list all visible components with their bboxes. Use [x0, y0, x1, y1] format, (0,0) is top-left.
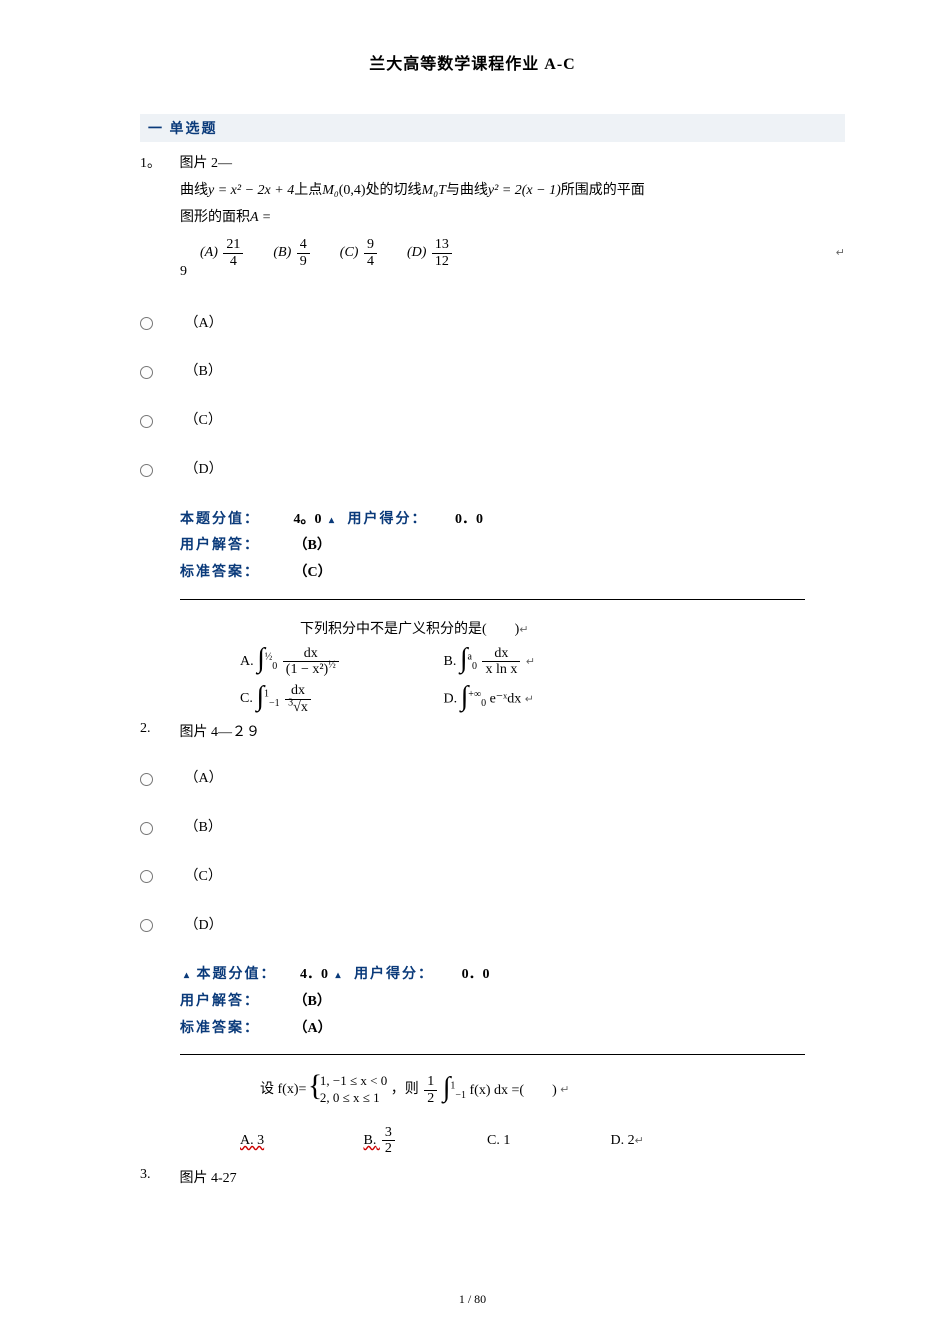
q1-line2-eq: A = — [250, 210, 271, 225]
q1-mid2: 处的切线 — [366, 183, 422, 198]
q1-label: 图片 2— — [180, 152, 233, 172]
return-char-icon: ↵ — [525, 693, 534, 705]
radio-icon[interactable] — [140, 919, 153, 932]
q1-body: 曲线y = x² − 2x + 4上点M₀(0,4)处的切线M₀T与曲线y² =… — [180, 178, 845, 286]
q2-choice-b[interactable]: （B） — [185, 810, 222, 846]
score-value: 4。0 — [294, 507, 322, 534]
radio-icon[interactable] — [140, 822, 153, 835]
question-1: 1。 图片 2— 曲线y = x² − 2x + 4上点M₀(0,4)处的切线M… — [140, 152, 845, 286]
q1-tail: 所围成的平面 — [561, 183, 645, 198]
marker-icon: ▴ — [329, 515, 334, 526]
q1-choice-d-row: （D） — [140, 452, 845, 489]
q2-opt-c: C. ∫1−1 dx 3√x — [240, 683, 440, 715]
q3-stem-mid: ，则 — [391, 1082, 419, 1097]
q3-piecewise: 1, −1 ≤ x < 0 2, 0 ≤ x ≤ 1 — [310, 1073, 387, 1107]
divider — [180, 1054, 805, 1055]
radio-icon[interactable] — [140, 870, 153, 883]
q2-result: ▴ 本题分值： 4．0 ▴ 用户得分： 0．0 用户解答： （B） 标准答案： … — [180, 962, 845, 1042]
return-char-icon: ↵ — [560, 1084, 569, 1096]
score-label: 本题分值： — [180, 507, 290, 534]
q1-trailing-digit: 9 — [180, 264, 187, 279]
return-char-icon: ↵ — [519, 624, 528, 636]
radio-icon[interactable] — [140, 773, 153, 786]
q2-choice-c[interactable]: （C） — [185, 859, 222, 895]
user-answer-label: 用户解答： — [180, 989, 290, 1016]
q1-opt-b: (B) 49 — [273, 237, 311, 269]
q1-eq2-rhs: 2(x − 1) — [515, 183, 561, 198]
q2-choice-a-row: （A） — [140, 761, 845, 798]
q1-result: 本题分值： 4。0 ▴ 用户得分： 0．0 用户解答： （B） 标准答案： （C… — [180, 507, 845, 587]
q2-opt-a: A. ∫½0 dx (1 − x²)½ — [240, 646, 440, 678]
q3-label: 图片 4-27 — [180, 1167, 237, 1187]
q1-line2: 图形的面积 — [180, 210, 250, 225]
q1-number: 1。 — [140, 152, 176, 172]
q1-line1-pre: 曲线 — [180, 183, 208, 198]
q1-choice-d[interactable]: （D） — [185, 452, 223, 488]
q1-choice-a[interactable]: （A） — [185, 306, 223, 342]
std-answer-label: 标准答案： — [180, 560, 290, 587]
return-char-icon: ↵ — [635, 1135, 644, 1147]
radio-icon[interactable] — [140, 464, 153, 477]
std-answer-value: （A） — [294, 1016, 332, 1043]
std-answer-value: （C） — [294, 560, 332, 587]
q2-opt-b: B. ∫a0 dx x ln x ↵ — [444, 646, 644, 678]
marker-icon: ▴ — [336, 970, 341, 981]
q1-mid3: 与曲线 — [446, 183, 488, 198]
user-score-value: 0．0 — [455, 507, 483, 534]
q1-point-name: M₀ — [322, 183, 339, 198]
q1-eq1-rhs: x² − 2x + 4 — [231, 183, 295, 198]
q1-opt-a: (A) 214 — [200, 237, 245, 269]
question-3: 设 f(x)= 1, −1 ≤ x < 0 2, 0 ≤ x ≤ 1 ，则 12… — [140, 1073, 845, 1187]
q2-stem: 下列积分中不是广义积分的是( ) — [300, 622, 519, 637]
score-value: 4．0 — [300, 962, 328, 989]
q3-opt-d: D. 2↵ — [611, 1133, 731, 1149]
q1-choice-a-row: （A） — [140, 306, 845, 343]
q1-choice-b-row: （B） — [140, 354, 845, 391]
q3-opt-b: B. 32 — [364, 1125, 484, 1157]
return-char-icon: ↵ — [526, 656, 535, 668]
page-title: 兰大高等数学课程作业 A-C — [100, 50, 845, 74]
user-answer-value: （B） — [294, 989, 331, 1016]
divider — [180, 599, 805, 600]
q2-choice-a[interactable]: （A） — [185, 761, 223, 797]
q1-mid1: 上点 — [294, 183, 322, 198]
score-label: 本题分值： — [197, 962, 277, 989]
q1-opt-c: (C) 94 — [340, 237, 379, 269]
q1-point-coords: (0,4) — [339, 183, 366, 198]
marker-icon: ▴ — [184, 970, 189, 981]
q1-eq2-lhs: y² — [488, 183, 498, 198]
q2-number: 2. — [140, 721, 176, 737]
q1-eq1-lhs: y — [208, 183, 214, 198]
q2-label: 图片 4—２９ — [180, 721, 261, 741]
radio-icon[interactable] — [140, 366, 153, 379]
user-score-value: 0．0 — [462, 962, 490, 989]
radio-icon[interactable] — [140, 415, 153, 428]
q2-opt-d: D. ∫+∞0 e⁻ˣdx ↵ — [444, 688, 644, 710]
q3-opt-a: A. 3 — [240, 1133, 360, 1149]
user-answer-label: 用户解答： — [180, 533, 290, 560]
q3-number: 3. — [140, 1167, 176, 1183]
user-answer-value: （B） — [294, 533, 331, 560]
q3-opt-c: C. 1 — [487, 1133, 607, 1149]
q3-options: A. 3 B. 32 C. 1 D. 2↵ — [240, 1125, 845, 1157]
user-score-label: 用户得分： — [348, 507, 428, 534]
user-score-label: 用户得分： — [354, 962, 434, 989]
page-footer: 1 / 80 — [0, 1292, 945, 1307]
q2-choice-d[interactable]: （D） — [185, 908, 223, 944]
q1-tangent: M₀T — [422, 183, 446, 198]
radio-icon[interactable] — [140, 317, 153, 330]
q2-choice-c-row: （C） — [140, 859, 845, 896]
q3-stem-pre: 设 f(x)= — [260, 1082, 306, 1097]
q1-choice-c-row: （C） — [140, 403, 845, 440]
q2-choice-b-row: （B） — [140, 810, 845, 847]
q1-choice-b[interactable]: （B） — [185, 354, 222, 390]
q1-opt-d: (D) 1312 — [407, 237, 454, 269]
q2-choice-d-row: （D） — [140, 908, 845, 945]
question-2: 下列积分中不是广义积分的是( )↵ A. ∫½0 dx (1 − x²)½ B. — [140, 618, 845, 742]
std-answer-label: 标准答案： — [180, 1016, 290, 1043]
section-heading: 一 单选题 — [140, 114, 845, 142]
q2-options-grid: A. ∫½0 dx (1 − x²)½ B. ∫a0 dx — [240, 646, 845, 716]
return-char-icon: ↵ — [836, 243, 845, 264]
q1-choice-c[interactable]: （C） — [185, 403, 222, 439]
